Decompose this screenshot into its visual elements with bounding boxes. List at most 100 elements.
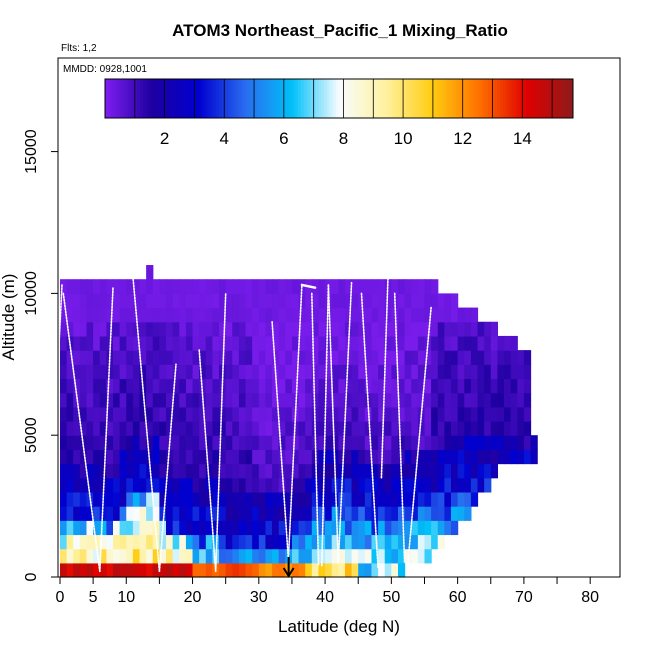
colorbar-segment: [277, 79, 281, 118]
heatmap-cell: [119, 506, 127, 521]
heatmap-cell: [106, 491, 114, 507]
colorbar-segment: [298, 79, 302, 118]
heatmap-cell: [298, 293, 306, 309]
heatmap-cell: [119, 435, 127, 450]
heatmap-cell: [384, 293, 392, 309]
heatmap-cell: [464, 421, 472, 436]
heatmap-cell: [245, 435, 253, 450]
heatmap-cell: [371, 435, 379, 450]
colorbar-segment: [105, 79, 109, 118]
colorbar-segment: [178, 79, 182, 118]
heatmap-cell: [146, 392, 154, 408]
heatmap-cell: [99, 520, 107, 536]
heatmap-cell: [457, 435, 465, 450]
heatmap-cell: [73, 378, 81, 394]
colorbar-segment: [204, 79, 208, 118]
heatmap-cell: [464, 463, 472, 479]
heatmap-cell: [338, 548, 346, 564]
colorbar-segment: [494, 79, 498, 118]
heatmap-cell: [391, 321, 399, 337]
heatmap-cell: [470, 421, 479, 436]
heatmap-cell: [305, 435, 313, 450]
heatmap-cell: [437, 477, 445, 493]
heatmap-cell: [358, 477, 366, 493]
heatmap-cell: [384, 449, 392, 465]
heatmap-cell: [166, 491, 174, 507]
heatmap-cell: [311, 520, 320, 536]
heatmap-cell: [252, 364, 260, 380]
heatmap-cell: [272, 321, 280, 337]
heatmap-cell: [132, 364, 141, 380]
colorbar-segment: [283, 79, 287, 118]
heatmap-cell: [185, 421, 194, 436]
heatmap-cell: [265, 506, 273, 521]
heatmap-cell: [358, 463, 366, 479]
heatmap-cell: [199, 321, 207, 337]
heatmap-cell: [285, 421, 293, 436]
flight-leg: [271, 320, 290, 564]
heatmap-cell: [258, 378, 267, 394]
heatmap-cell: [126, 520, 134, 536]
heatmap-cell: [285, 491, 293, 507]
heatmap-cell: [364, 293, 373, 309]
heatmap-cell: [106, 449, 114, 465]
colorbar-tick-label: 2: [160, 129, 169, 148]
heatmap-cell: [86, 534, 94, 550]
heatmap-cell: [325, 350, 333, 365]
heatmap-cell: [490, 350, 498, 365]
heatmap-cell: [371, 406, 379, 422]
heatmap-cell: [99, 293, 107, 309]
colorbar-segment: [318, 79, 322, 118]
heatmap-cell: [364, 350, 373, 365]
heatmap-cell: [238, 548, 247, 564]
heatmap-cell: [477, 335, 485, 351]
heatmap-cell: [152, 350, 160, 365]
heatmap-cell: [212, 449, 220, 465]
heatmap-cell: [397, 392, 406, 408]
heatmap-cell: [298, 364, 306, 380]
heatmap-cell: [212, 421, 220, 436]
heatmap-cell: [444, 350, 452, 365]
heatmap-cell: [417, 548, 426, 564]
heatmap-cell: [424, 350, 432, 365]
heatmap-cell: [66, 406, 74, 422]
heatmap-cell: [351, 520, 359, 536]
heatmap-cell: [172, 335, 180, 351]
colorbar-segment: [222, 79, 226, 118]
heatmap-cell: [444, 449, 452, 465]
heatmap-cell: [139, 449, 147, 465]
heatmap-cell: [106, 463, 114, 479]
heatmap-cell: [504, 392, 512, 408]
heatmap-cell: [113, 321, 121, 337]
heatmap-cell: [232, 421, 240, 436]
heatmap-cell: [278, 279, 286, 294]
heatmap-cell: [225, 520, 233, 536]
heatmap-cell: [212, 435, 220, 450]
heatmap-cell: [358, 378, 366, 394]
heatmap-cell: [199, 463, 207, 479]
heatmap-cell: [298, 392, 306, 408]
colorbar-segment: [537, 79, 542, 118]
heatmap-cell: [371, 421, 379, 436]
heatmap-cell: [457, 364, 465, 380]
colorbar-segment: [540, 79, 545, 118]
colorbar-tick-label: 8: [339, 129, 348, 148]
heatmap-cell: [252, 506, 260, 521]
heatmap-cell: [318, 350, 326, 365]
heatmap-cell: [457, 321, 465, 337]
heatmap-cell: [199, 534, 207, 550]
heatmap-cell: [238, 350, 247, 365]
heatmap-cell: [93, 364, 101, 380]
heatmap-cell: [119, 392, 127, 408]
heatmap-cell: [99, 463, 107, 479]
heatmap-cell: [325, 378, 333, 394]
heatmap-cell: [199, 350, 207, 365]
heatmap-cell: [258, 335, 267, 351]
heatmap-cell: [358, 491, 366, 507]
colorbar-segment: [257, 79, 261, 118]
heatmap-cell: [265, 520, 273, 536]
heatmap-cell: [219, 279, 227, 294]
heatmap-cell: [59, 506, 68, 521]
heatmap-cell: [311, 378, 320, 394]
heatmap-cell: [146, 435, 154, 450]
